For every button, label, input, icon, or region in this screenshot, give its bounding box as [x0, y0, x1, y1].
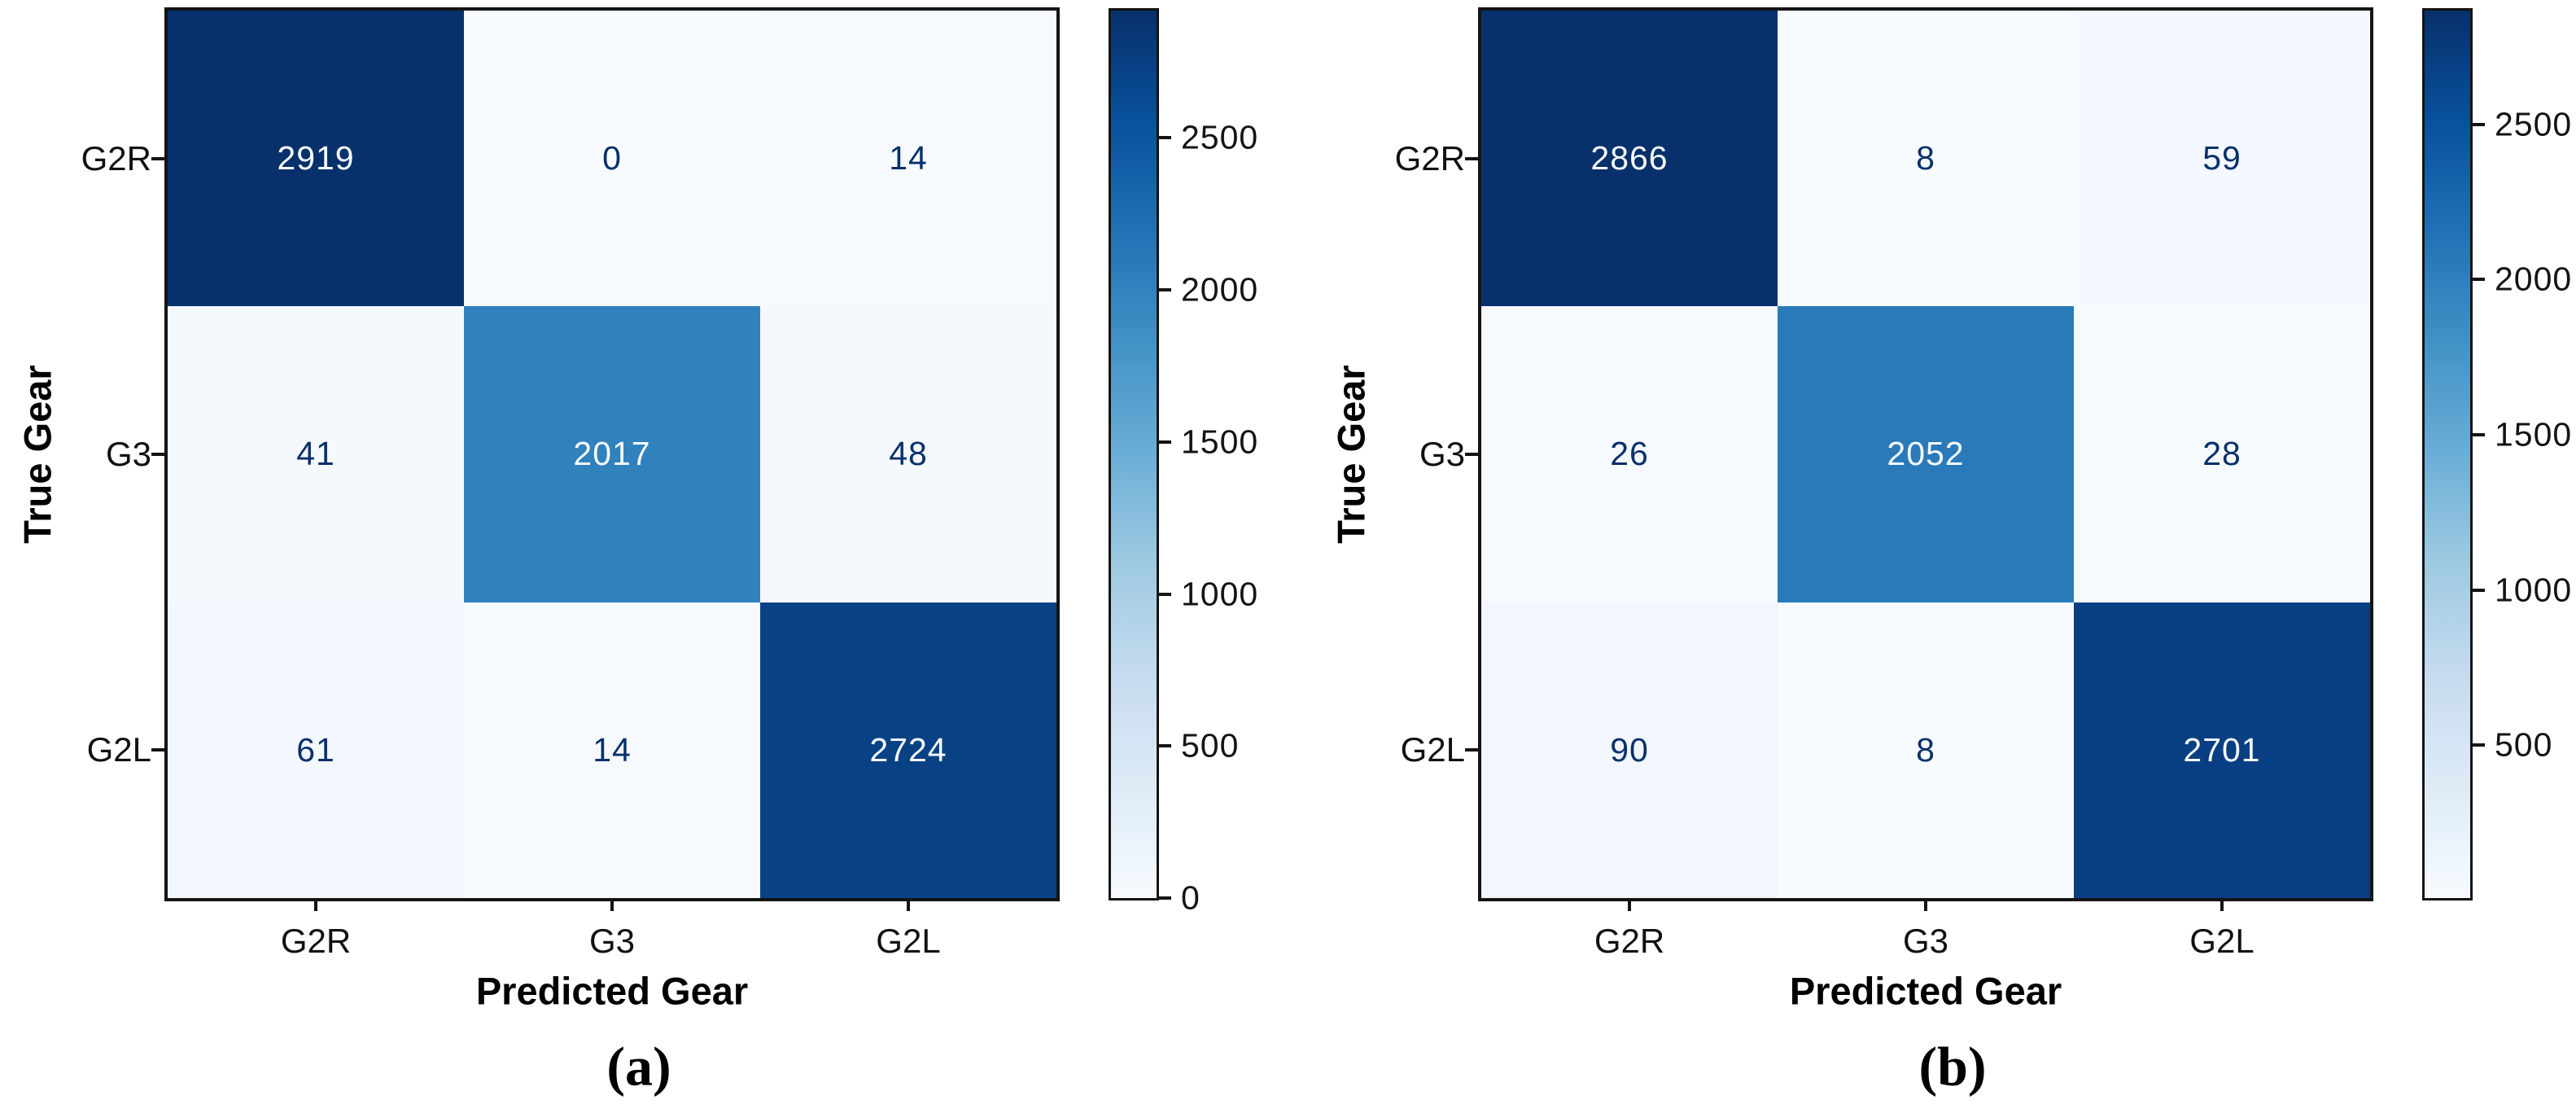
x-tick-label: G3 — [1902, 922, 1949, 960]
heatmap-cell: 0 — [464, 11, 760, 307]
x-axis-tick — [907, 898, 910, 911]
x-axis-tick — [1628, 898, 1631, 911]
y-axis-tick — [151, 453, 164, 456]
y-axis-tick — [1465, 453, 1478, 456]
panel-a: True Gear 2919 0 14 41 2017 48 61 14 2724 Predic… — [0, 0, 1262, 1113]
heatmap-cell: 28 — [2074, 306, 2370, 603]
colorbar-tick-label: 1000 — [2495, 571, 2573, 609]
x-axis-title: Predicted Gear — [1789, 969, 2062, 1013]
colorbar-tick — [2473, 432, 2485, 436]
colorbar-tick-label: 500 — [2495, 725, 2553, 764]
heatmap-cell: 2701 — [2074, 602, 2370, 898]
x-axis-tick — [2220, 898, 2224, 911]
colorbar-tick — [1159, 592, 1171, 596]
colorbar-tick-label: 2500 — [1181, 118, 1259, 156]
heatmap-matrix: 2866 8 59 26 2052 28 90 8 2701 — [1478, 7, 2373, 901]
x-tick-label: G3 — [588, 922, 636, 960]
heatmap-cell: 59 — [2074, 11, 2370, 307]
colorbar — [1109, 8, 1159, 900]
y-axis-tick — [151, 748, 164, 752]
colorbar — [2422, 8, 2473, 900]
x-axis-tick — [314, 898, 317, 911]
subfigure-caption: (b) — [1918, 1035, 1987, 1098]
x-tick-label: G2L — [2189, 922, 2255, 960]
colorbar-tick — [1159, 896, 1171, 900]
colorbar-tick — [1159, 744, 1171, 748]
y-axis-tick — [151, 156, 164, 160]
heatmap-cell: 2724 — [760, 602, 1056, 898]
heatmap-cell: 8 — [1778, 11, 2074, 307]
colorbar-tick — [1159, 136, 1171, 140]
heatmap-cell: 90 — [1481, 602, 1778, 898]
heatmap-matrix: 2919 0 14 41 2017 48 61 14 2724 — [164, 7, 1060, 901]
y-axis-tick — [1465, 156, 1478, 160]
colorbar-tick — [2473, 743, 2485, 747]
panel-b: True Gear 2866 8 59 26 2052 28 90 8 2701 Predict… — [1314, 0, 2576, 1113]
colorbar-tick-label: 0 — [1181, 879, 1201, 917]
heatmap-cell: 2866 — [1481, 11, 1778, 307]
colorbar-tick-label: 1500 — [2495, 415, 2573, 454]
y-tick-label: G3 — [105, 435, 151, 473]
colorbar-tick-label: 2000 — [1181, 270, 1259, 309]
heatmap-cell: 14 — [760, 11, 1056, 307]
heatmap-cell: 41 — [168, 306, 464, 603]
x-tick-label: G2L — [876, 922, 941, 960]
colorbar-tick — [1159, 440, 1171, 444]
heatmap-cell: 26 — [1481, 306, 1778, 603]
heatmap-cell: 14 — [464, 602, 760, 898]
y-tick-label: G3 — [1419, 435, 1465, 473]
heatmap-cell: 48 — [760, 306, 1056, 603]
y-axis-tick — [1465, 748, 1478, 752]
y-tick-label: G2R — [1394, 138, 1465, 177]
colorbar-tick — [2473, 588, 2485, 592]
heatmap-cell: 61 — [168, 602, 464, 898]
y-tick-label: G2L — [86, 730, 151, 769]
x-axis-tick — [1924, 898, 1927, 911]
colorbar-tick-label: 2500 — [2495, 105, 2573, 143]
colorbar-tick-label: 500 — [1181, 726, 1240, 765]
colorbar-tick-label: 2000 — [2495, 260, 2573, 298]
y-tick-label: G2R — [81, 138, 151, 177]
heatmap-cell: 8 — [1778, 602, 2074, 898]
colorbar-tick — [2473, 278, 2485, 282]
colorbar-tick-label: 1000 — [1181, 575, 1259, 613]
subfigure-caption: (a) — [606, 1035, 671, 1098]
heatmap-cell: 2919 — [168, 11, 464, 307]
x-tick-label: G2R — [1594, 922, 1665, 960]
heatmap-cell: 2017 — [464, 306, 760, 603]
x-tick-label: G2R — [280, 922, 352, 960]
colorbar-tick — [1159, 288, 1171, 292]
x-axis-title: Predicted Gear — [475, 969, 749, 1013]
colorbar-tick-label: 1500 — [1181, 423, 1259, 461]
x-axis-tick — [610, 898, 614, 911]
heatmap-cell: 2052 — [1778, 306, 2074, 603]
y-tick-label: G2L — [1400, 730, 1465, 769]
colorbar-tick — [2473, 122, 2485, 126]
